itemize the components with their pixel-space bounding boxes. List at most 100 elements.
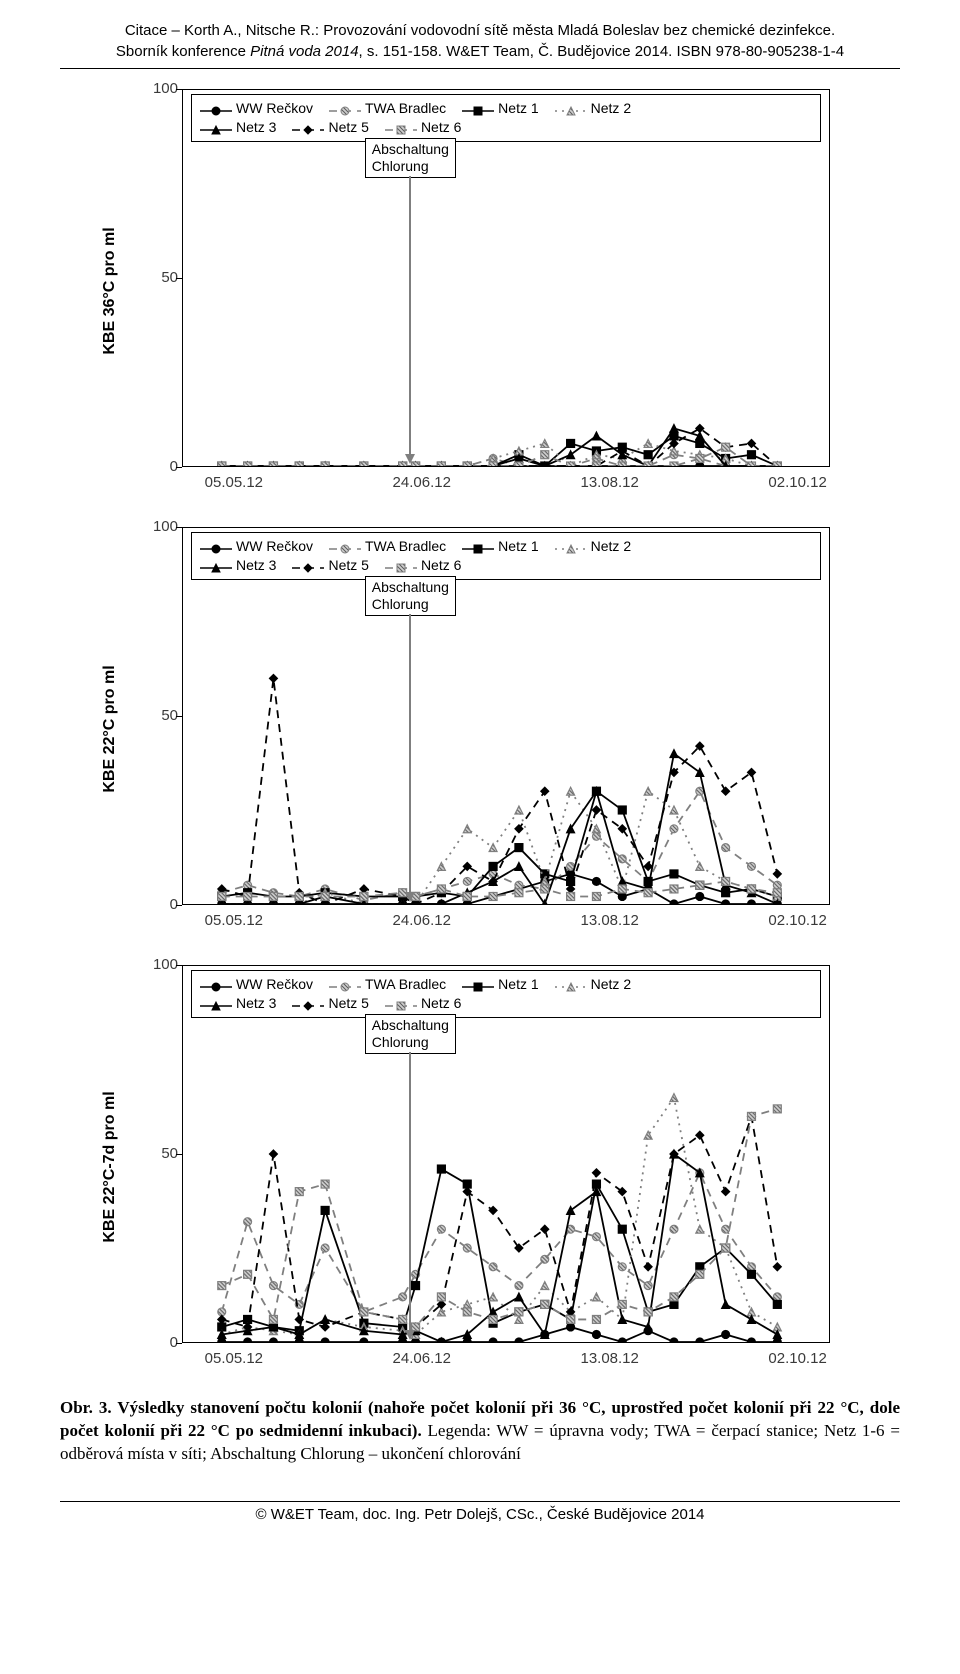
y-tick-label: 50 (150, 1145, 178, 1162)
legend-item: WW Rečkov (200, 99, 313, 118)
legend-swatch-icon (329, 541, 361, 553)
legend-item: Netz 6 (385, 118, 461, 137)
legend-item: Netz 5 (292, 118, 368, 137)
x-tick-label: 13.08.12 (580, 912, 638, 929)
annotation-line2: Chlorung (372, 158, 449, 175)
legend-swatch-icon (292, 122, 324, 134)
legend-item: Netz 2 (555, 975, 631, 994)
x-tick-label: 24.06.12 (393, 474, 451, 491)
y-tick-label: 100 (150, 80, 178, 97)
x-tick-label: 05.05.12 (205, 1350, 263, 1367)
y-tick-label: 50 (150, 707, 178, 724)
legend-item: WW Rečkov (200, 975, 313, 994)
legend-item: Netz 3 (200, 556, 276, 575)
y-axis-label: KBE 22°C-7d pro ml (101, 1091, 119, 1242)
x-tick-label: 24.06.12 (393, 912, 451, 929)
arrowhead-icon (405, 454, 415, 464)
legend-swatch-icon (200, 560, 232, 572)
header-line2-p1: Sborník konference (116, 43, 250, 60)
legend-swatch-icon (385, 560, 417, 572)
page-header: Citace – Korth A., Nitsche R.: Provozová… (60, 20, 900, 69)
legend-item: Netz 3 (200, 994, 276, 1013)
chart-legend: WW Rečkov TWA Bradlec Netz 1 Netz 2 Netz 3 Ne… (191, 532, 821, 580)
chart-legend: WW Rečkov TWA Bradlec Netz 1 Netz 2 Netz 3 Ne… (191, 970, 821, 1018)
annotation-box: AbschaltungChlorung (365, 1014, 456, 1054)
legend-swatch-icon (462, 979, 494, 991)
annotation-box: AbschaltungChlorung (365, 576, 456, 616)
legend-swatch-icon (555, 541, 587, 553)
y-tick-label: 0 (150, 896, 178, 913)
header-line1: Citace – Korth A., Nitsche R.: Provozová… (60, 20, 900, 41)
page-footer: © W&ET Team, doc. Ing. Petr Dolejš, CSc.… (60, 1501, 900, 1523)
legend-item: Netz 3 (200, 118, 276, 137)
legend-swatch-icon (329, 103, 361, 115)
legend-swatch-icon (292, 998, 324, 1010)
y-tick-label: 50 (150, 269, 178, 286)
plot-area: WW Rečkov TWA Bradlec Netz 1 Netz 2 Netz 3 Ne… (182, 89, 830, 467)
header-citation-prefix: Citace – Korth A., Nitsche R.: (125, 22, 323, 39)
legend-swatch-icon (385, 998, 417, 1010)
legend-item: Netz 6 (385, 556, 461, 575)
annotation-arrow-icon (409, 614, 411, 896)
chart-legend: WW Rečkov TWA Bradlec Netz 1 Netz 2 Netz 3 Ne… (191, 94, 821, 142)
annotation-line1: Abschaltung (372, 1017, 449, 1034)
x-tick-label: 13.08.12 (580, 1350, 638, 1367)
legend-swatch-icon (329, 979, 361, 991)
arrowhead-icon (405, 1330, 415, 1340)
legend-item: TWA Bradlec (329, 537, 446, 556)
x-tick-label: 02.10.12 (768, 474, 826, 491)
y-tick-label: 0 (150, 1334, 178, 1351)
x-tick-label: 05.05.12 (205, 474, 263, 491)
arrowhead-icon (405, 892, 415, 902)
header-citation-title: Provozování vodovodní sítě města Mladá B… (323, 22, 835, 39)
annotation-line1: Abschaltung (372, 141, 449, 158)
y-tick-label: 0 (150, 458, 178, 475)
legend-item: Netz 5 (292, 994, 368, 1013)
legend-swatch-icon (200, 122, 232, 134)
legend-swatch-icon (200, 979, 232, 991)
annotation-arrow-icon (409, 176, 411, 458)
header-line2-p2: , s. 151-158. W&ET Team, Č. Budějovice 2… (359, 43, 845, 60)
legend-swatch-icon (462, 103, 494, 115)
annotation-box: AbschaltungChlorung (365, 138, 456, 178)
legend-swatch-icon (462, 541, 494, 553)
annotation-line2: Chlorung (372, 1034, 449, 1051)
header-line2-italic: Pitná voda 2014 (250, 43, 358, 60)
y-axis-label: KBE 36°C pro ml (101, 227, 119, 354)
legend-item: Netz 2 (555, 99, 631, 118)
plot-area: WW Rečkov TWA Bradlec Netz 1 Netz 2 Netz 3 Ne… (182, 965, 830, 1343)
chart-3: KBE 22°C-7d pro ml05010005.05.1224.06.12… (120, 957, 840, 1377)
x-tick-label: 02.10.12 (768, 912, 826, 929)
annotation-line2: Chlorung (372, 596, 449, 613)
legend-item: Netz 5 (292, 556, 368, 575)
x-tick-label: 13.08.12 (580, 474, 638, 491)
header-line2: Sborník konference Pitná voda 2014, s. 1… (60, 41, 900, 62)
annotation-line1: Abschaltung (372, 579, 449, 596)
legend-item: Netz 1 (462, 537, 538, 556)
chart-1: KBE 36°C pro ml05010005.05.1224.06.1213.… (120, 81, 840, 501)
legend-item: Netz 1 (462, 99, 538, 118)
x-tick-label: 02.10.12 (768, 1350, 826, 1367)
footer-text: © W&ET Team, doc. Ing. Petr Dolejš, CSc.… (255, 1506, 704, 1523)
legend-item: Netz 1 (462, 975, 538, 994)
legend-swatch-icon (200, 541, 232, 553)
annotation-arrow-icon (409, 1052, 411, 1334)
figure-caption: Obr. 3. Výsledky stanovení počtu kolonií… (60, 1397, 900, 1466)
legend-swatch-icon (385, 122, 417, 134)
legend-swatch-icon (200, 998, 232, 1010)
legend-item: Netz 2 (555, 537, 631, 556)
x-tick-label: 05.05.12 (205, 912, 263, 929)
y-axis-label: KBE 22°C pro ml (101, 665, 119, 792)
legend-swatch-icon (555, 103, 587, 115)
legend-item: WW Rečkov (200, 537, 313, 556)
legend-swatch-icon (200, 103, 232, 115)
legend-swatch-icon (555, 979, 587, 991)
chart-2: KBE 22°C pro ml05010005.05.1224.06.1213.… (120, 519, 840, 939)
y-tick-label: 100 (150, 956, 178, 973)
legend-swatch-icon (292, 560, 324, 572)
plot-area: WW Rečkov TWA Bradlec Netz 1 Netz 2 Netz 3 Ne… (182, 527, 830, 905)
y-tick-label: 100 (150, 518, 178, 535)
x-tick-label: 24.06.12 (393, 1350, 451, 1367)
legend-item: TWA Bradlec (329, 975, 446, 994)
legend-item: TWA Bradlec (329, 99, 446, 118)
